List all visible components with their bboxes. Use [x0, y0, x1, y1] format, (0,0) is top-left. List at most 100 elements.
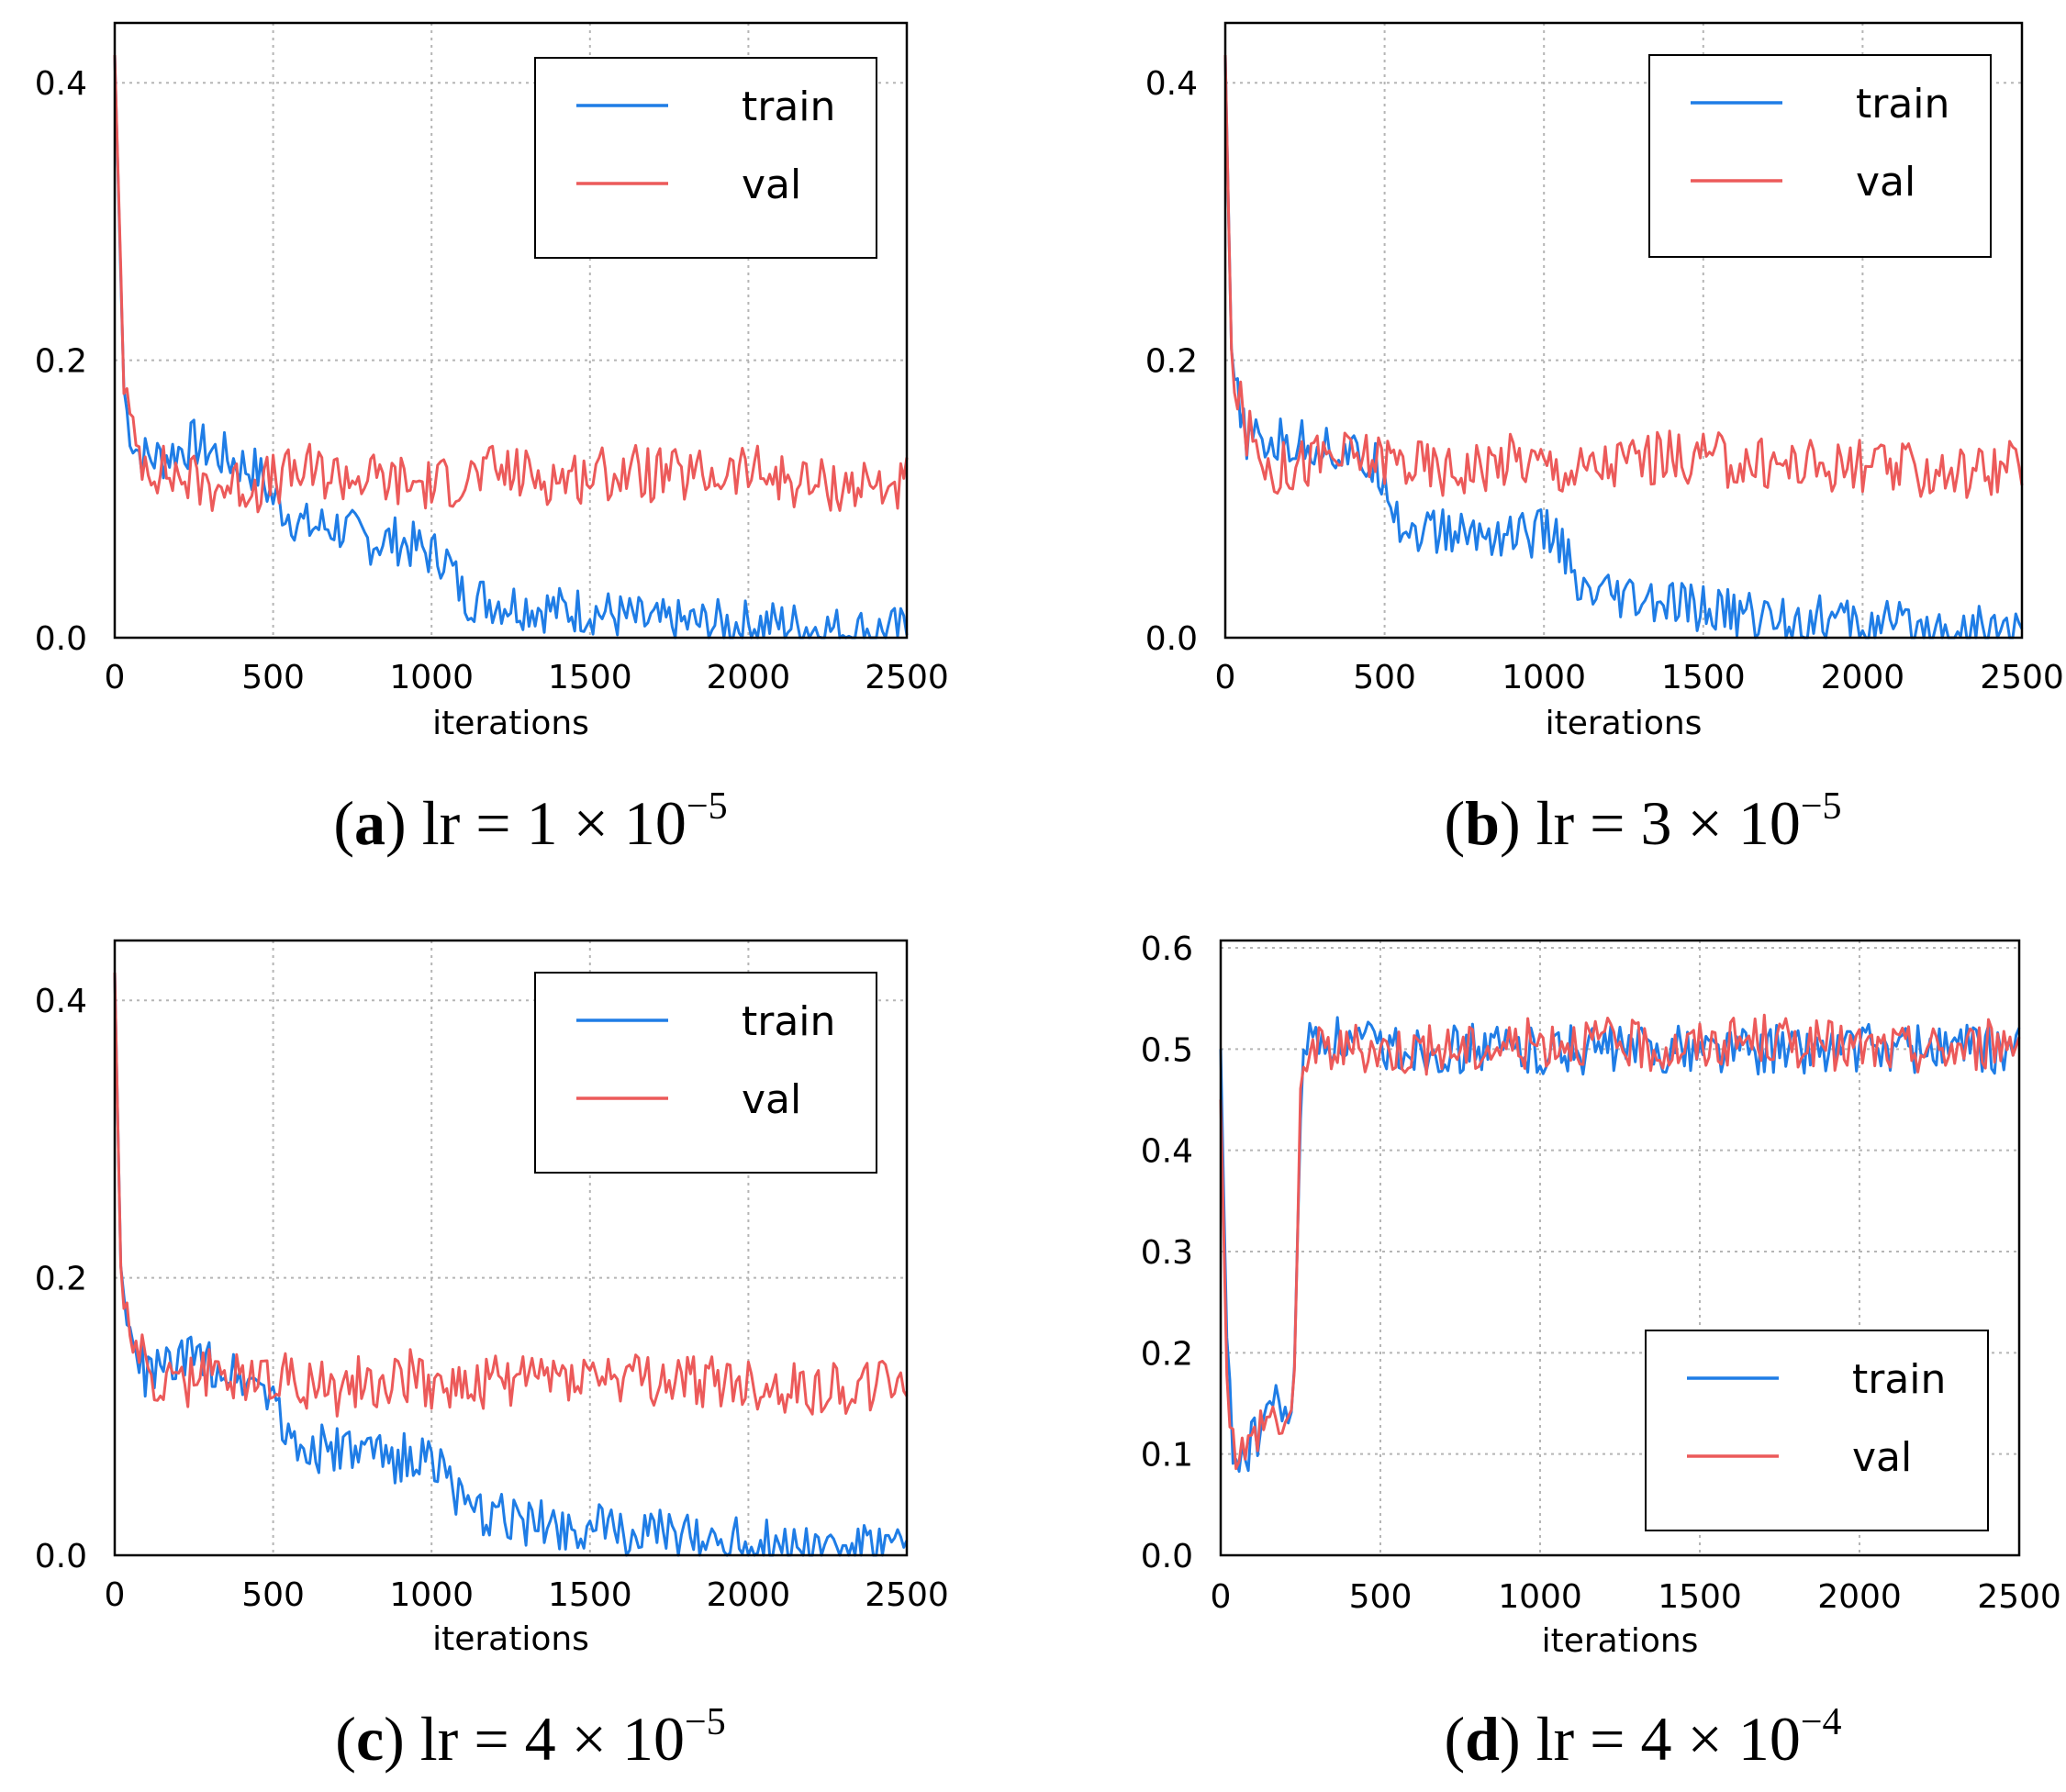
y-tick-label: 0.3 — [1141, 1234, 1193, 1272]
x-tick-label: 1000 — [389, 1576, 474, 1614]
legend-label-train: train — [1852, 1356, 1946, 1403]
caption-exponent: −4 — [1801, 1701, 1842, 1743]
y-tick-label: 0.4 — [1145, 65, 1198, 103]
caption-text: lr = 1 × 10 — [407, 788, 687, 858]
caption-paren-open: ( — [1444, 788, 1465, 858]
chart-caption: (c) lr = 4 × 10−5 — [335, 1701, 725, 1774]
x-tick-label: 0 — [1211, 1578, 1232, 1616]
caption-text: lr = 4 × 10 — [405, 1704, 685, 1774]
legend-label-train: train — [1856, 81, 1949, 128]
x-tick-label: 2000 — [1817, 1578, 1902, 1616]
x-tick-label: 2500 — [1980, 659, 2064, 696]
chart-caption: (a) lr = 1 × 10−5 — [333, 785, 727, 858]
legend-box — [534, 972, 877, 1174]
x-tick-label: 1000 — [1498, 1578, 1582, 1616]
caption-paren-close: ) — [1500, 1704, 1521, 1774]
y-tick-label: 0.4 — [1141, 1133, 1193, 1171]
x-tick-label: 1500 — [1661, 659, 1746, 696]
caption-exponent: −5 — [687, 785, 728, 828]
x-tick-label: 2000 — [1821, 659, 1905, 696]
caption-letter: d — [1465, 1704, 1500, 1774]
legend: train val — [1645, 1330, 1989, 1531]
series-line-train — [113, 972, 909, 1557]
x-tick-label: 2000 — [707, 1576, 791, 1614]
caption-paren-open: ( — [335, 1704, 356, 1774]
y-tick-label: 0.4 — [35, 65, 87, 103]
plot-frame — [1223, 21, 2024, 640]
legend: train val — [534, 57, 877, 259]
y-tick-label: 0.5 — [1141, 1031, 1193, 1069]
y-tick-label: 0.0 — [35, 1538, 87, 1575]
series-line-val — [113, 54, 909, 514]
series-line-val — [1219, 1013, 2021, 1471]
plot-frame — [1219, 939, 2021, 1557]
series-line-val — [1223, 54, 2024, 499]
series-line-train — [113, 54, 909, 640]
y-tick-label: 0.6 — [1141, 930, 1193, 968]
legend-label-val: val — [742, 1076, 801, 1123]
legend-label-train: train — [742, 998, 835, 1045]
x-axis-label: iterations — [432, 1620, 589, 1658]
caption-paren-open: ( — [333, 788, 354, 858]
y-tick-label: 0.2 — [1141, 1335, 1193, 1373]
x-tick-label: 0 — [105, 659, 126, 696]
caption-paren-close: ) — [384, 1704, 405, 1774]
y-tick-label: 0.2 — [35, 1261, 87, 1298]
x-tick-label: 2000 — [707, 659, 791, 696]
y-tick-label: 0.0 — [1141, 1538, 1193, 1575]
x-tick-label: 2500 — [865, 659, 949, 696]
legend-box — [534, 57, 877, 259]
x-tick-label: 500 — [1349, 1578, 1413, 1616]
caption-paren-open: ( — [1444, 1704, 1465, 1774]
chart-caption: (d) lr = 4 × 10−4 — [1444, 1701, 1841, 1774]
caption-paren-close: ) — [1500, 788, 1521, 858]
chart-a: 0 500 1000 1500 2000 2500 0.0 0.2 0.4 iterations t… — [35, 21, 949, 858]
chart-b: 0 500 1000 1500 2000 2500 0.0 0.2 0.4 iterations t… — [1145, 21, 2064, 858]
chart-d: 0 500 1000 1500 2000 2500 0.0 0.1 0.2 0.3 0.4 0.5 0.… — [1141, 930, 2061, 1774]
y-tick-label: 0.2 — [35, 343, 87, 381]
plot-frame — [113, 939, 909, 1557]
legend: train val — [1648, 54, 1992, 258]
caption-text: lr = 4 × 10 — [1521, 1704, 1801, 1774]
y-tick-label: 0.0 — [1145, 620, 1198, 658]
x-axis-label: iterations — [1542, 1622, 1699, 1660]
x-axis-label: iterations — [432, 705, 589, 742]
plot-frame — [113, 21, 909, 640]
x-tick-label: 1500 — [548, 1576, 632, 1614]
legend-label-train: train — [742, 83, 835, 130]
y-tick-label: 0.2 — [1145, 343, 1198, 381]
x-tick-label: 500 — [241, 659, 305, 696]
y-tick-label: 0.1 — [1141, 1437, 1193, 1475]
x-axis-label: iterations — [1546, 705, 1703, 742]
x-tick-label: 1500 — [548, 659, 632, 696]
x-tick-label: 2500 — [1977, 1578, 2061, 1616]
legend-label-val: val — [1856, 159, 1915, 206]
legend-box — [1645, 1330, 1989, 1531]
series-line-val — [113, 972, 909, 1418]
caption-letter: a — [354, 788, 385, 858]
x-tick-label: 1000 — [1502, 659, 1586, 696]
y-tick-label: 0.0 — [35, 620, 87, 658]
x-tick-label: 1000 — [389, 659, 474, 696]
series-line-train — [1223, 54, 2024, 640]
legend-label-val: val — [1852, 1434, 1912, 1481]
x-tick-label: 1500 — [1658, 1578, 1742, 1616]
chart-caption: (b) lr = 3 × 10−5 — [1444, 785, 1841, 858]
legend: train val — [534, 972, 877, 1174]
caption-letter: c — [356, 1704, 384, 1774]
x-tick-label: 0 — [1215, 659, 1236, 696]
caption-exponent: −5 — [685, 1701, 726, 1743]
x-tick-label: 2500 — [865, 1576, 949, 1614]
caption-paren-close: ) — [385, 788, 407, 858]
y-tick-label: 0.4 — [35, 983, 87, 1020]
chart-c: 0 500 1000 1500 2000 2500 0.0 0.2 0.4 iterations t… — [35, 939, 949, 1774]
legend-box — [1648, 54, 1992, 258]
caption-text: lr = 3 × 10 — [1521, 788, 1801, 858]
caption-letter: b — [1465, 788, 1500, 858]
x-tick-label: 0 — [105, 1576, 126, 1614]
x-tick-label: 500 — [1353, 659, 1416, 696]
x-tick-label: 500 — [241, 1576, 305, 1614]
caption-exponent: −5 — [1801, 785, 1842, 828]
legend-label-val: val — [742, 161, 801, 208]
